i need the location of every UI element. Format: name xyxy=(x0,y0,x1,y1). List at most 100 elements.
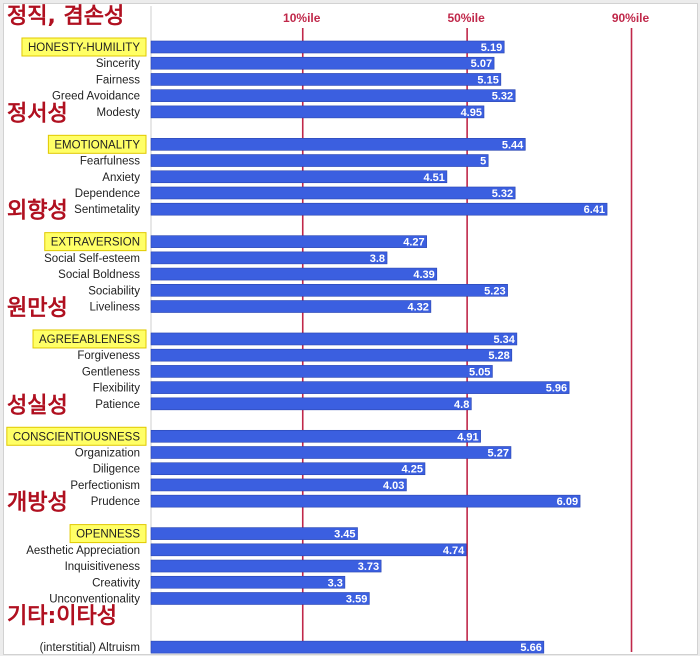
trait-label-emotionality: EMOTIONALITY xyxy=(54,139,140,151)
trait-label-extraversion: EXTRAVERSION xyxy=(51,237,140,249)
highlight-box-extraversion xyxy=(44,232,147,252)
trait-label-honesty-humility: HONESTY-HUMILITY xyxy=(28,42,140,54)
trait-label-fairness: Fairness xyxy=(96,74,140,86)
trait-label-prudence: Prudence xyxy=(91,496,140,508)
bar-extraversion xyxy=(150,235,427,248)
trait-label-interstitial-altruism: (interstitial) Altruism xyxy=(40,642,140,654)
bar-organization xyxy=(150,446,512,459)
value-label-sincerity: 5.07 xyxy=(471,58,492,70)
value-label-fearfulness: 5 xyxy=(480,156,486,168)
trait-label-aesthetic-appreciation: Aesthetic Appreciation xyxy=(26,545,140,557)
value-label-dependence: 5.32 xyxy=(492,188,513,200)
value-label-gentleness: 5.05 xyxy=(469,366,490,378)
value-label-extraversion: 4.27 xyxy=(403,237,424,249)
bar-greed-avoidance xyxy=(150,89,516,102)
value-label-openness: 3.45 xyxy=(334,529,355,541)
percentile-label-10-ile: 10%ile xyxy=(283,11,321,25)
bar-sincerity xyxy=(150,56,495,70)
bar-unconventionality xyxy=(150,592,370,605)
highlight-box-honesty-humility xyxy=(21,37,147,57)
value-label-anxiety: 4.51 xyxy=(423,172,444,184)
value-label-modesty: 4.95 xyxy=(461,107,482,119)
value-label-forgiveness: 5.28 xyxy=(488,350,509,362)
bar-flexibility xyxy=(150,381,570,394)
trait-label-unconventionality: Unconventionality xyxy=(49,593,140,605)
group-label-korean-5: 성실성 xyxy=(7,393,68,418)
trait-label-anxiety: Anxiety xyxy=(102,172,140,184)
group-label-korean-4: 원만성 xyxy=(7,296,68,321)
value-label-unconventionality: 3.59 xyxy=(346,593,367,605)
bar-gentleness xyxy=(150,365,493,378)
bar-social-self-esteem xyxy=(150,251,388,265)
bar-dependence xyxy=(150,186,516,200)
trait-label-creativity: Creativity xyxy=(92,577,140,589)
bar-conscientiousness xyxy=(150,429,481,443)
value-label-diligence: 4.25 xyxy=(402,464,423,476)
value-label-greed-avoidance: 5.32 xyxy=(492,91,513,103)
trait-label-perfectionism: Perfectionism xyxy=(70,480,140,492)
bar-interstitial-altruism xyxy=(150,640,545,654)
bar-fearfulness xyxy=(150,154,489,167)
highlight-box-openness xyxy=(69,524,147,544)
percentile-label-90-ile: 90%ile xyxy=(612,11,650,25)
bar-openness xyxy=(150,527,358,540)
bar-patience xyxy=(150,397,472,411)
bars: 5.19 5.07 5.15 5.32 4.95 5.44 5 4.51 5.32 6.41 4.2… xyxy=(150,40,608,654)
trait-labels: HONESTY-HUMILITY Sincerity Fairness Greed A… xyxy=(6,37,147,654)
value-label-emotionality: 5.44 xyxy=(502,139,524,151)
trait-label-sentimetality: Sentimetality xyxy=(74,204,140,216)
value-label-sociability: 5.23 xyxy=(484,285,505,297)
trait-label-inquisitiveness: Inquisitiveness xyxy=(65,561,141,573)
bar-sentimetality xyxy=(150,202,608,216)
value-label-conscientiousness: 4.91 xyxy=(457,431,478,443)
bar-aesthetic-appreciation xyxy=(150,543,467,557)
bar-sociability xyxy=(150,283,508,297)
trait-label-dependence: Dependence xyxy=(75,188,140,200)
bar-social-boldness xyxy=(150,267,438,281)
value-label-liveliness: 4.32 xyxy=(407,302,428,314)
trait-label-sincerity: Sincerity xyxy=(96,58,140,70)
value-label-perfectionism: 4.03 xyxy=(383,480,404,492)
value-label-prudence: 6.09 xyxy=(557,496,578,508)
trait-label-patience: Patience xyxy=(95,399,140,411)
value-label-interstitial-altruism: 5.66 xyxy=(520,642,541,654)
group-label-korean-1: 정직, 겸손성 xyxy=(7,4,124,29)
trait-label-conscientiousness: CONSCIENTIOUSNESS xyxy=(13,431,140,443)
value-label-social-self-esteem: 3.8 xyxy=(370,253,385,265)
bar-fairness xyxy=(150,73,502,86)
trait-label-diligence: Diligence xyxy=(93,464,140,476)
group-label-korean-3: 외향성 xyxy=(7,199,68,224)
trait-label-sociability: Sociability xyxy=(88,285,140,297)
trait-label-social-boldness: Social Boldness xyxy=(58,269,140,281)
trait-label-gentleness: Gentleness xyxy=(82,366,140,378)
trait-label-agreeableness: AGREEABLENESS xyxy=(39,334,140,346)
value-label-fairness: 5.15 xyxy=(477,74,498,86)
value-label-patience: 4.8 xyxy=(454,399,469,411)
value-label-inquisitiveness: 3.73 xyxy=(358,561,379,573)
value-label-organization: 5.27 xyxy=(488,448,509,460)
trait-label-openness: OPENNESS xyxy=(76,529,140,541)
bar-creativity xyxy=(150,575,346,589)
value-label-creativity: 3.3 xyxy=(328,577,343,589)
value-label-sentimetality: 6.41 xyxy=(584,204,605,216)
bar-emotionality xyxy=(150,138,526,151)
value-label-agreeableness: 5.34 xyxy=(493,334,515,346)
value-label-aesthetic-appreciation: 4.74 xyxy=(443,545,465,557)
trait-label-social-self-esteem: Social Self-esteem xyxy=(44,253,140,265)
highlight-box-agreeableness xyxy=(32,329,147,349)
bar-modesty xyxy=(150,105,485,119)
highlight-box-conscientiousness xyxy=(6,426,147,446)
percentile-label-50-ile: 50%ile xyxy=(447,11,485,25)
trait-label-organization: Organization xyxy=(75,448,140,460)
trait-label-liveliness: Liveliness xyxy=(90,302,141,314)
bar-diligence xyxy=(150,462,426,476)
value-label-social-boldness: 4.39 xyxy=(413,269,434,281)
trait-label-flexibility: Flexibility xyxy=(93,383,141,395)
highlight-box-emotionality xyxy=(47,134,147,154)
bar-honesty-humility xyxy=(150,40,505,54)
group-label-korean-6: 개방성 xyxy=(7,491,68,516)
bar-forgiveness xyxy=(150,348,513,362)
group-label-korean-2: 정서성 xyxy=(7,101,68,126)
bar-agreeableness xyxy=(150,332,518,346)
